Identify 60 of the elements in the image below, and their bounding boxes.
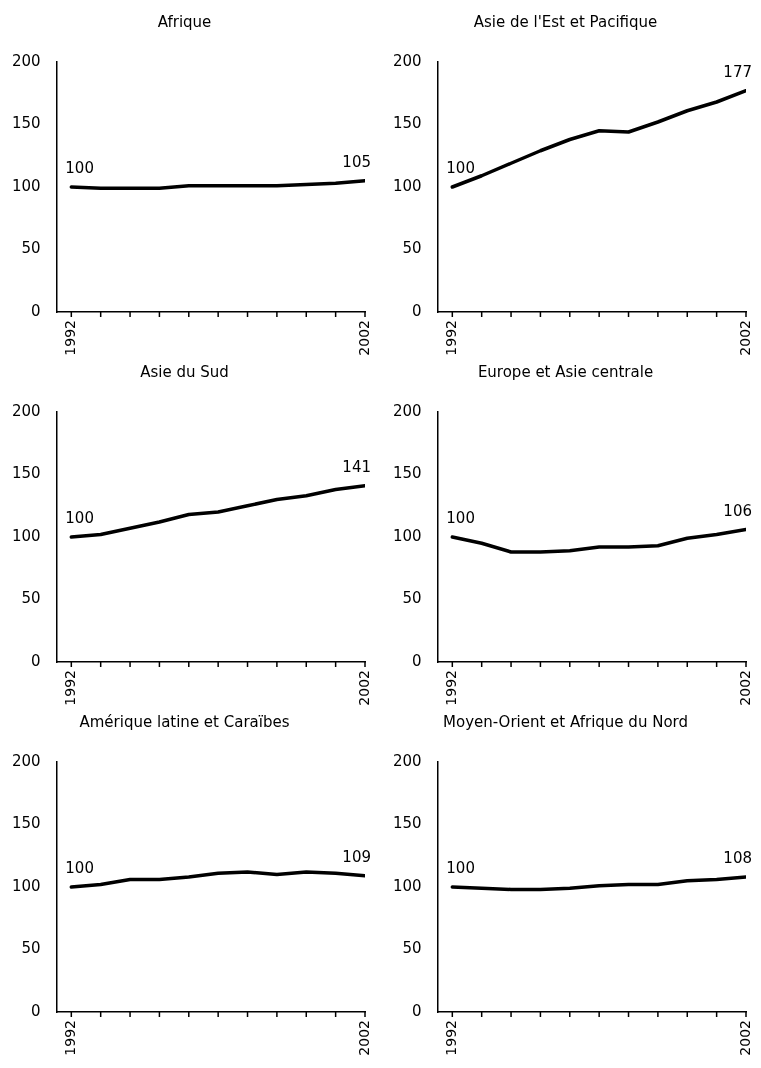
y-tick-label: 50 <box>21 239 41 258</box>
y-tick-label: 50 <box>402 239 422 258</box>
y-tick-label: 0 <box>412 301 422 320</box>
chart-title: Afrique <box>157 12 212 31</box>
y-tick-label: 100 <box>392 876 422 895</box>
y-tick-label: 50 <box>21 939 41 958</box>
y-tick-label: 50 <box>402 939 422 958</box>
data-label: 100 <box>65 509 94 528</box>
x-tick-label: 2002 <box>355 1020 372 1056</box>
y-tick-label: 100 <box>392 526 422 545</box>
y-tick-label: 100 <box>11 176 41 195</box>
x-tick-label: 1992 <box>61 1020 78 1056</box>
chart-title: Asie du Sud <box>140 362 229 381</box>
x-tick-label: 1992 <box>442 320 459 356</box>
x-tick-label: 2002 <box>736 1020 753 1056</box>
y-tick-label: 200 <box>392 401 422 420</box>
x-tick-label: 2002 <box>355 320 372 356</box>
data-label: 141 <box>342 458 371 477</box>
y-tick-label: 150 <box>392 114 422 133</box>
y-tick-label: 0 <box>412 1001 422 1020</box>
y-tick-label: 0 <box>412 651 422 670</box>
data-label: 109 <box>342 848 371 867</box>
x-tick-label: 1992 <box>61 320 78 356</box>
data-label: 100 <box>446 159 475 178</box>
y-tick-label: 200 <box>11 51 41 70</box>
data-label: 177 <box>723 63 752 82</box>
y-tick-label: 100 <box>11 526 41 545</box>
y-tick-label: 0 <box>31 301 41 320</box>
data-label: 100 <box>446 509 475 528</box>
y-tick-label: 150 <box>392 814 422 833</box>
x-tick-label: 1992 <box>442 670 459 706</box>
y-tick-label: 200 <box>11 401 41 420</box>
y-tick-label: 50 <box>402 589 422 608</box>
y-tick-label: 0 <box>31 1001 41 1020</box>
y-tick-label: 200 <box>11 751 41 770</box>
y-tick-label: 150 <box>11 814 41 833</box>
y-tick-label: 100 <box>392 176 422 195</box>
y-tick-label: 100 <box>11 876 41 895</box>
x-tick-label: 2002 <box>736 320 753 356</box>
y-tick-label: 150 <box>11 464 41 483</box>
data-label: 100 <box>446 859 475 878</box>
data-label: 100 <box>65 159 94 178</box>
data-label: 108 <box>723 849 752 868</box>
data-label: 105 <box>342 153 371 172</box>
chart-title: Amérique latine et Caraïbes <box>79 712 290 731</box>
chart-title: Asie de l'Est et Pacifique <box>473 12 658 31</box>
x-tick-label: 1992 <box>442 1020 459 1056</box>
y-tick-label: 50 <box>21 589 41 608</box>
x-tick-label: 1992 <box>61 670 78 706</box>
y-tick-label: 150 <box>392 464 422 483</box>
y-tick-label: 200 <box>392 751 422 770</box>
y-tick-label: 200 <box>392 51 422 70</box>
chart-title: Moyen-Orient et Afrique du Nord <box>443 712 688 731</box>
x-tick-label: 2002 <box>736 670 753 706</box>
y-tick-label: 0 <box>31 651 41 670</box>
chart-title: Europe et Asie centrale <box>477 362 654 381</box>
y-tick-label: 150 <box>11 114 41 133</box>
x-tick-label: 2002 <box>355 670 372 706</box>
data-label: 100 <box>65 859 94 878</box>
data-label: 106 <box>723 501 752 520</box>
